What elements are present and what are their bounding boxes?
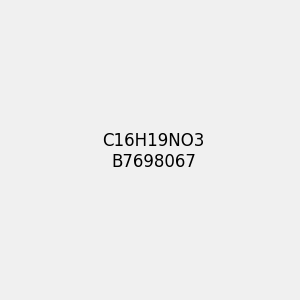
Text: C16H19NO3
B7698067: C16H19NO3 B7698067 [103, 132, 205, 171]
